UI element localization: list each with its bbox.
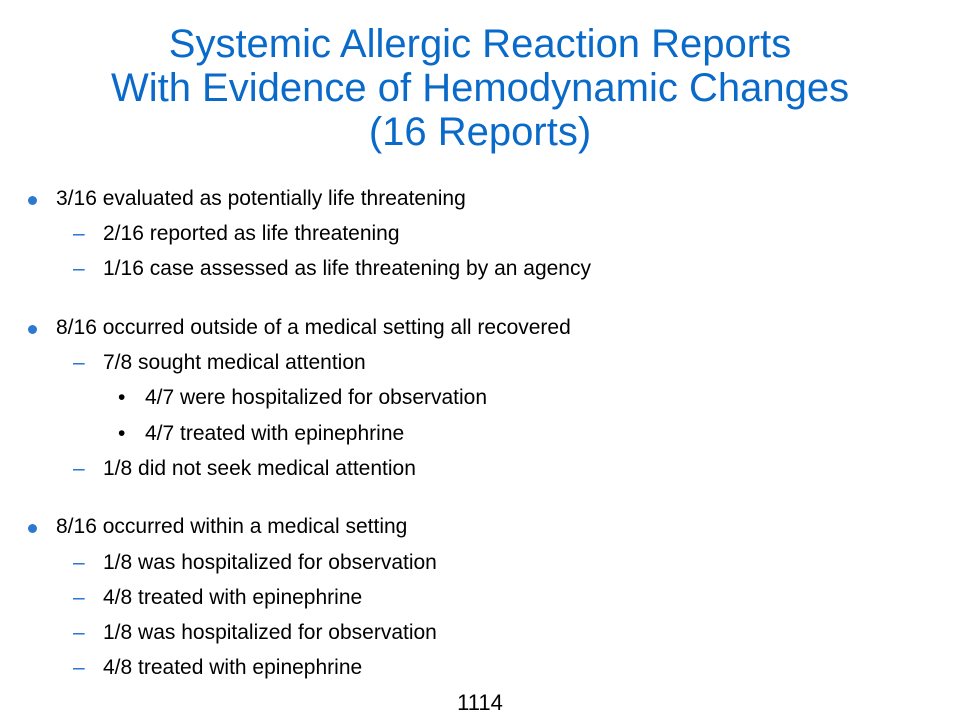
sub-sub-bullet-item: • 4/7 were hospitalized for observation (118, 386, 488, 410)
sub-bullet-text: 4/8 treated with epinephrine (103, 586, 363, 609)
dash-bullet-icon: – (73, 586, 85, 609)
sub-sub-bullet-text: 4/7 treated with epinephrine (145, 422, 405, 445)
sub-bullet-text: 7/8 sought medical attention (103, 351, 366, 374)
title-line-1: Systemic Allergic Reaction Reports (168, 22, 792, 66)
sub-bullet-item: – 2/16 reported as life threatening (73, 222, 400, 246)
sub-bullet-item: – 1/8 did not seek medical attention (73, 457, 416, 481)
sub-sub-bullet-text: 4/7 were hospitalized for observation (145, 386, 488, 409)
title-line-2: With Evidence of Hemodynamic Changes (110, 66, 850, 110)
bullet-item: 8/16 occurred within a medical setting (28, 515, 408, 539)
sub-bullet-text: 1/8 was hospitalized for observation (103, 551, 437, 574)
dash-bullet-icon: – (73, 351, 85, 374)
sub-bullet-item: – 1/8 was hospitalized for observation (73, 621, 437, 645)
sub-bullet-text: 1/8 did not seek medical attention (103, 457, 416, 480)
sub-bullet-text: 2/16 reported as life threatening (103, 222, 400, 245)
sub-sub-bullet-item: • 4/7 treated with epinephrine (118, 422, 405, 446)
sub-bullet-text: 1/16 case assessed as life threatening b… (103, 257, 591, 280)
sub-bullet-item: – 4/8 treated with epinephrine (73, 586, 363, 610)
bullet-item: 3/16 evaluated as potentially life threa… (28, 187, 466, 211)
page-number: 1114 (457, 690, 503, 715)
sub-bullet-text: 1/8 was hospitalized for observation (103, 621, 437, 644)
sub-bullet-item: – 1/16 case assessed as life threatening… (73, 257, 591, 281)
sub-bullet-item: – 1/8 was hospitalized for observation (73, 551, 437, 575)
bullet-item: 8/16 occurred outside of a medical setti… (28, 316, 571, 340)
round-bullet-icon (28, 196, 37, 205)
sub-bullet-item: – 7/8 sought medical attention (73, 351, 366, 375)
bullet-text: 3/16 evaluated as potentially life threa… (56, 187, 466, 210)
bullet-text: 8/16 occurred outside of a medical setti… (56, 316, 571, 339)
dash-bullet-icon: – (73, 656, 85, 679)
dot-bullet-icon: • (118, 422, 126, 445)
round-bullet-icon (28, 524, 37, 533)
bullet-text: 8/16 occurred within a medical setting (56, 515, 408, 538)
sub-bullet-text: 4/8 treated with epinephrine (103, 656, 363, 679)
dash-bullet-icon: – (73, 257, 85, 280)
title-line-3: (16 Reports) (368, 110, 592, 154)
round-bullet-icon (28, 325, 37, 334)
dot-bullet-icon: • (118, 386, 126, 409)
sub-bullet-item: – 4/8 treated with epinephrine (73, 656, 363, 680)
dash-bullet-icon: – (73, 621, 85, 644)
dash-bullet-icon: – (73, 457, 85, 480)
slide-title: Systemic Allergic Reaction Reports With … (0, 22, 960, 154)
dash-bullet-icon: – (73, 551, 85, 574)
dash-bullet-icon: – (73, 222, 85, 245)
